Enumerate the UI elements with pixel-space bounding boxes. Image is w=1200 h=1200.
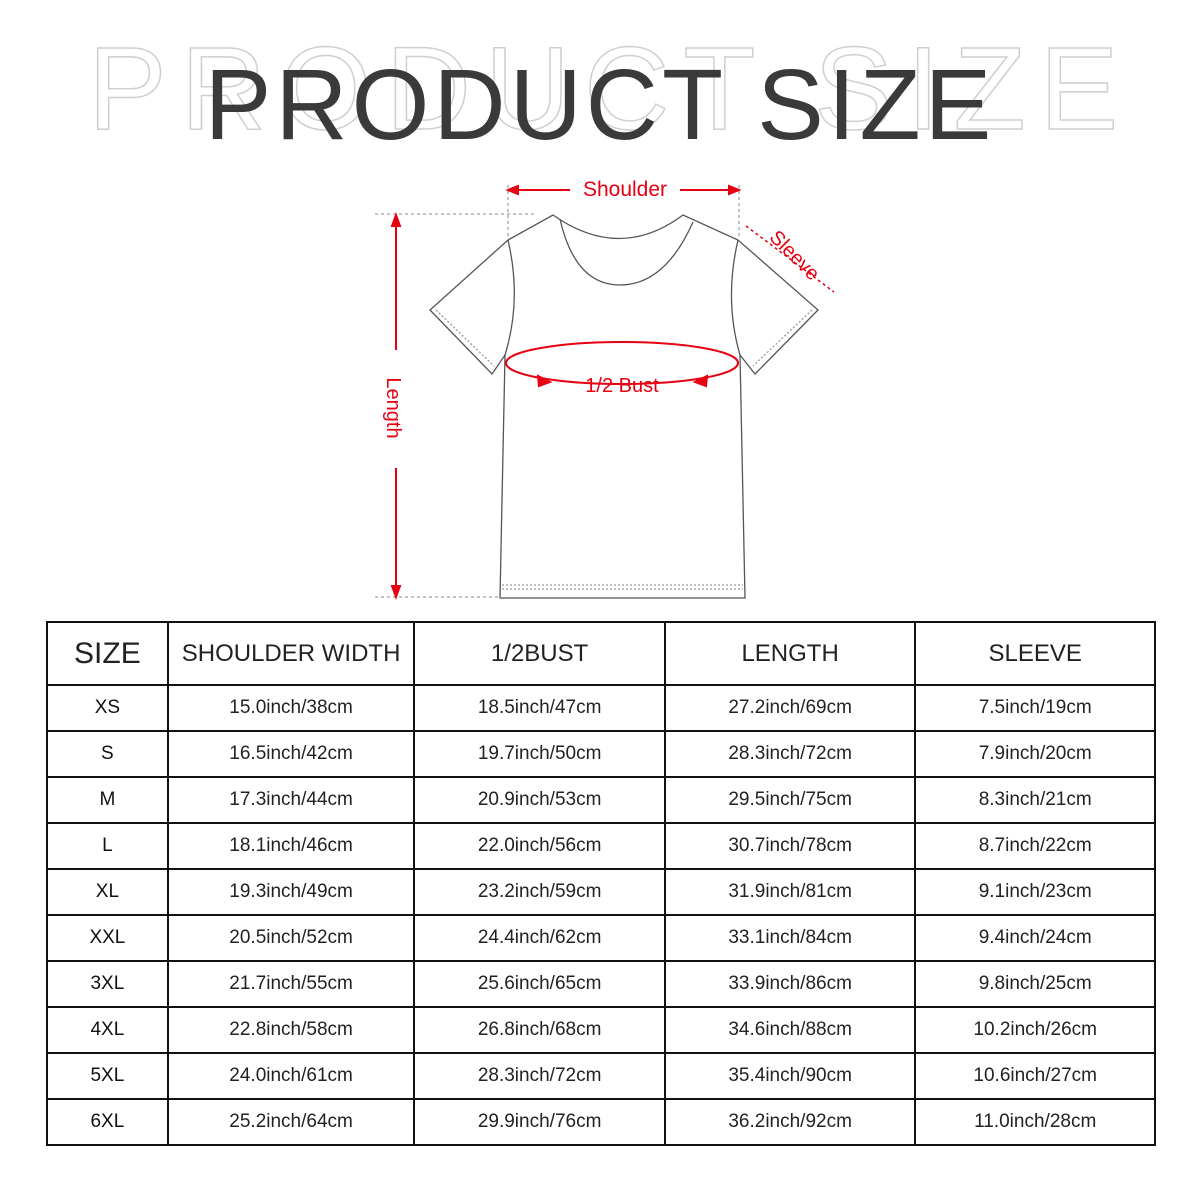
sleeve-cell: 7.5inch/19cm xyxy=(914,684,1156,732)
table-row: 5XL 24.0inch/61cm 28.3inch/72cm 35.4inch/90… xyxy=(46,1052,1156,1100)
table-row: M 17.3inch/44cm 20.9inch/53cm 29.5inch/75cm… xyxy=(46,776,1156,824)
size-cell: S xyxy=(46,730,169,778)
table-row: 3XL 21.7inch/55cm 25.6inch/65cm 33.9inch/86… xyxy=(46,960,1156,1008)
shoulder-width-cell: 21.7inch/55cm xyxy=(166,960,416,1008)
sleeve-cell: 9.4inch/24cm xyxy=(914,914,1156,962)
header-length: LENGTH xyxy=(663,621,917,686)
shoulder-width-cell: 25.2inch/64cm xyxy=(166,1098,416,1146)
table-row: 4XL 22.8inch/58cm 26.8inch/68cm 34.6inch/88… xyxy=(46,1006,1156,1054)
shoulder-width-cell: 16.5inch/42cm xyxy=(166,730,416,778)
table-header-row: SIZE SHOULDER WIDTH 1/2BUST LENGTH SLEEV… xyxy=(46,621,1156,686)
table-row: XS 15.0inch/38cm 18.5inch/47cm 27.2inch/69c… xyxy=(46,684,1156,732)
shoulder-width-cell: 19.3inch/49cm xyxy=(166,868,416,916)
bust-cell: 25.6inch/65cm xyxy=(413,960,666,1008)
shoulder-width-cell: 18.1inch/46cm xyxy=(166,822,416,870)
length-cell: 27.2inch/69cm xyxy=(663,684,917,732)
table-row: L 18.1inch/46cm 22.0inch/56cm 30.7inch/78cm… xyxy=(46,822,1156,870)
sleeve-cell: 8.3inch/21cm xyxy=(914,776,1156,824)
size-table: SIZE SHOULDER WIDTH 1/2BUST LENGTH SLEEV… xyxy=(46,621,1156,1146)
bust-cell: 18.5inch/47cm xyxy=(413,684,666,732)
header-shoulder-width: SHOULDER WIDTH xyxy=(166,621,416,686)
length-cell: 28.3inch/72cm xyxy=(663,730,917,778)
sleeve-cell: 10.6inch/27cm xyxy=(914,1052,1156,1100)
size-cell: L xyxy=(46,822,169,870)
title-watermark: PRODUCT SIZE xyxy=(87,23,1133,155)
size-cell: 3XL xyxy=(46,960,169,1008)
bust-label: 1/2 Bust xyxy=(585,375,659,397)
tshirt-outline xyxy=(429,214,819,599)
size-cell: XXL xyxy=(46,914,169,962)
shoulder-width-cell: 24.0inch/61cm xyxy=(166,1052,416,1100)
length-cell: 31.9inch/81cm xyxy=(663,868,917,916)
sleeve-cell: 10.2inch/26cm xyxy=(914,1006,1156,1054)
size-cell: 6XL xyxy=(46,1098,169,1146)
header-size: SIZE xyxy=(46,621,169,686)
shoulder-width-cell: 17.3inch/44cm xyxy=(166,776,416,824)
bust-cell: 22.0inch/56cm xyxy=(413,822,666,870)
size-cell: XL xyxy=(46,868,169,916)
size-cell: 4XL xyxy=(46,1006,169,1054)
length-cell: 29.5inch/75cm xyxy=(663,776,917,824)
length-cell: 36.2inch/92cm xyxy=(663,1098,917,1146)
sleeve-cell: 9.1inch/23cm xyxy=(914,868,1156,916)
sleeve-cell: 8.7inch/22cm xyxy=(914,822,1156,870)
header-sleeve: SLEEVE xyxy=(914,621,1156,686)
size-cell: 5XL xyxy=(46,1052,169,1100)
length-cell: 33.9inch/86cm xyxy=(663,960,917,1008)
bust-cell: 26.8inch/68cm xyxy=(413,1006,666,1054)
header-bust: 1/2BUST xyxy=(413,621,666,686)
bust-cell: 23.2inch/59cm xyxy=(413,868,666,916)
sleeve-cell: 9.8inch/25cm xyxy=(914,960,1156,1008)
bust-cell: 24.4inch/62cm xyxy=(413,914,666,962)
table-row: S 16.5inch/42cm 19.7inch/50cm 28.3inch/72cm… xyxy=(46,730,1156,778)
shoulder-width-cell: 20.5inch/52cm xyxy=(166,914,416,962)
page-title: PRODUCT SIZE xyxy=(204,49,996,161)
length-cell: 35.4inch/90cm xyxy=(663,1052,917,1100)
sleeve-cell: 11.0inch/28cm xyxy=(914,1098,1156,1146)
shoulder-width-cell: 15.0inch/38cm xyxy=(166,684,416,732)
table-row: XL 19.3inch/49cm 23.2inch/59cm 31.9inch/81c… xyxy=(46,868,1156,916)
size-cell: M xyxy=(46,776,169,824)
table-row: 6XL 25.2inch/64cm 29.9inch/76cm 36.2inch/92… xyxy=(46,1098,1156,1146)
length-cell: 33.1inch/84cm xyxy=(663,914,917,962)
length-label: Length xyxy=(382,377,404,438)
length-cell: 34.6inch/88cm xyxy=(663,1006,917,1054)
bust-cell: 20.9inch/53cm xyxy=(413,776,666,824)
shoulder-width-cell: 22.8inch/58cm xyxy=(166,1006,416,1054)
sleeve-cell: 7.9inch/20cm xyxy=(914,730,1156,778)
tshirt-diagram: Shoulder 1/2 Bust Length Sleeve xyxy=(375,178,835,600)
table-row: XXL 20.5inch/52cm 24.4inch/62cm 33.1inch/84… xyxy=(46,914,1156,962)
size-cell: XS xyxy=(46,684,169,732)
length-cell: 30.7inch/78cm xyxy=(663,822,917,870)
bust-cell: 29.9inch/76cm xyxy=(413,1098,666,1146)
shoulder-label: Shoulder xyxy=(583,178,667,201)
bust-cell: 19.7inch/50cm xyxy=(413,730,666,778)
bust-cell: 28.3inch/72cm xyxy=(413,1052,666,1100)
measure-arrows xyxy=(390,184,835,600)
